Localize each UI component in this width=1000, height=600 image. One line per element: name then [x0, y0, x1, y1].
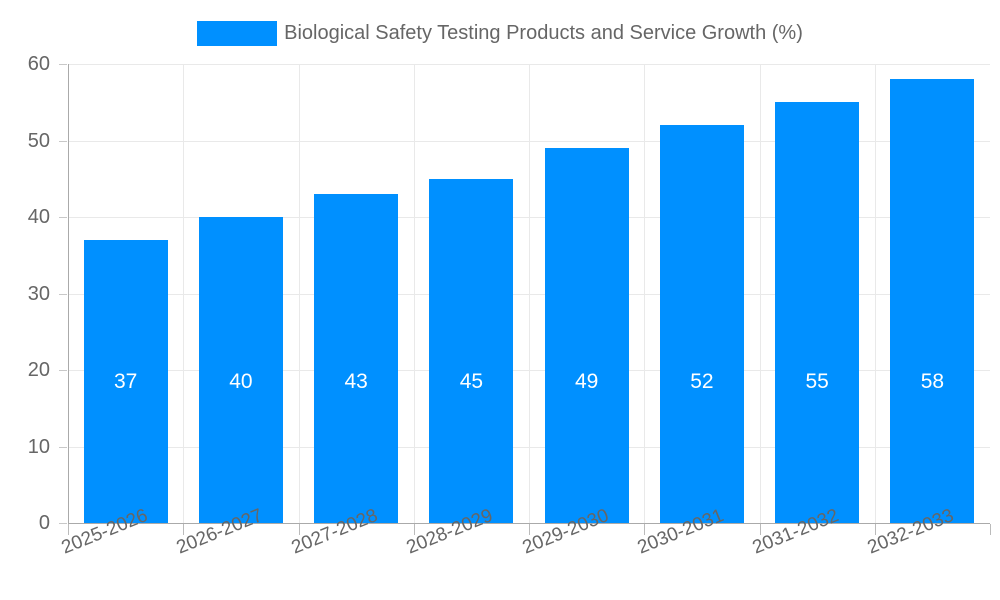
gridline-vertical [529, 64, 530, 523]
bar[interactable]: 49 [544, 148, 629, 523]
bar-value-label: 55 [805, 370, 829, 393]
y-axis-tick-mark [59, 217, 67, 218]
legend-color-swatch[interactable] [197, 20, 278, 46]
x-axis-line [68, 523, 990, 524]
y-axis-tick-label: 40 [27, 206, 50, 228]
bar-value-label: 58 [920, 370, 945, 393]
y-axis-tick-label: 50 [27, 129, 50, 152]
y-axis-tick-label: 0 [38, 512, 50, 534]
y-axis-tick-mark [59, 370, 67, 371]
gridline-vertical [414, 64, 415, 523]
y-axis-tick-label: 10 [27, 435, 50, 458]
y-axis-tick-mark [59, 446, 67, 448]
y-axis-tick-label: 60 [27, 53, 50, 75]
x-axis-tick-mark [299, 524, 300, 535]
bar-value-label: 43 [344, 370, 368, 393]
x-axis-tick-mark [644, 524, 645, 535]
gridline-vertical [299, 64, 300, 523]
y-axis-tick-mark [59, 293, 67, 295]
bar[interactable]: 40 [198, 217, 283, 523]
bar-value-label: 45 [459, 370, 484, 393]
x-axis-tick-mark [183, 524, 184, 535]
y-axis-tick-mark [59, 64, 67, 65]
x-axis-tick-mark [760, 524, 761, 535]
y-axis-line [68, 64, 69, 524]
bar-series: 37 40 43 45 49 52 55 58 [68, 64, 990, 523]
gridline-vertical [644, 64, 645, 523]
bar[interactable]: 37 [83, 239, 168, 523]
bar-value-label: 37 [113, 370, 138, 393]
y-axis-tick-mark [59, 140, 67, 142]
gridline-vertical [760, 64, 761, 523]
bar[interactable]: 45 [429, 178, 514, 523]
y-axis-tick-label: 30 [27, 282, 50, 305]
legend-label: Biological Safety Testing Products and S… [284, 22, 803, 44]
gridline-vertical [875, 64, 876, 523]
y-axis-tick-mark [59, 523, 67, 524]
bar[interactable]: 55 [775, 102, 860, 523]
bar[interactable]: 43 [314, 194, 399, 523]
x-axis-tick-mark [529, 524, 530, 535]
x-axis-tick-mark [414, 524, 415, 535]
x-axis-tick-mark [875, 524, 876, 535]
x-axis-tick-mark [68, 524, 69, 535]
y-axis-tick-label: 20 [27, 359, 50, 381]
bar-value-label: 52 [690, 370, 714, 393]
bar-value-label: 49 [574, 370, 599, 393]
bar[interactable]: 58 [890, 79, 975, 523]
gridline-vertical [183, 64, 184, 523]
bar[interactable]: 52 [659, 125, 744, 523]
chart-legend: Biological Safety Testing Products and S… [0, 14, 1000, 52]
bar-value-label: 40 [229, 370, 253, 393]
x-axis-tick-mark [990, 524, 991, 535]
